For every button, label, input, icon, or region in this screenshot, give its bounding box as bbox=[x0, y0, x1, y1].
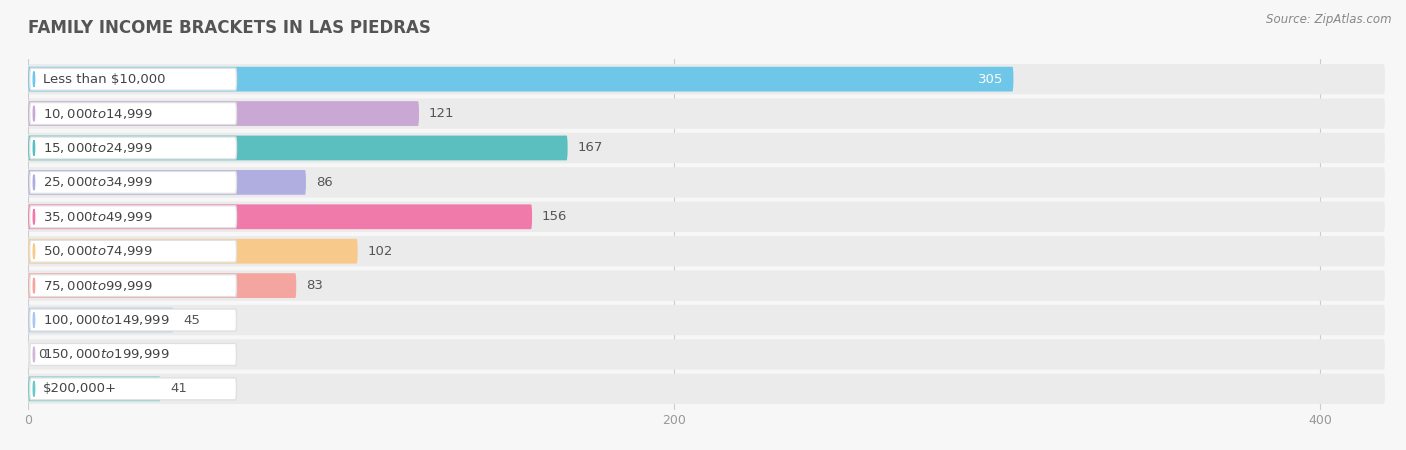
Circle shape bbox=[34, 140, 35, 156]
FancyBboxPatch shape bbox=[30, 206, 236, 228]
Text: 156: 156 bbox=[541, 210, 567, 223]
FancyBboxPatch shape bbox=[28, 377, 160, 401]
FancyBboxPatch shape bbox=[28, 67, 1014, 91]
Circle shape bbox=[34, 347, 35, 362]
FancyBboxPatch shape bbox=[28, 305, 1385, 335]
FancyBboxPatch shape bbox=[28, 101, 419, 126]
FancyBboxPatch shape bbox=[28, 308, 173, 333]
Circle shape bbox=[34, 312, 35, 328]
FancyBboxPatch shape bbox=[28, 135, 568, 160]
Text: 86: 86 bbox=[315, 176, 332, 189]
Text: 167: 167 bbox=[578, 141, 603, 154]
FancyBboxPatch shape bbox=[28, 170, 307, 195]
FancyBboxPatch shape bbox=[30, 274, 236, 297]
Text: $10,000 to $14,999: $10,000 to $14,999 bbox=[42, 107, 152, 121]
Text: Source: ZipAtlas.com: Source: ZipAtlas.com bbox=[1267, 14, 1392, 27]
FancyBboxPatch shape bbox=[30, 103, 236, 125]
FancyBboxPatch shape bbox=[30, 378, 236, 400]
Text: 0: 0 bbox=[38, 348, 46, 361]
FancyBboxPatch shape bbox=[28, 133, 1385, 163]
Text: $35,000 to $49,999: $35,000 to $49,999 bbox=[42, 210, 152, 224]
FancyBboxPatch shape bbox=[28, 202, 1385, 232]
Text: 121: 121 bbox=[429, 107, 454, 120]
Text: FAMILY INCOME BRACKETS IN LAS PIEDRAS: FAMILY INCOME BRACKETS IN LAS PIEDRAS bbox=[28, 19, 432, 37]
Text: $25,000 to $34,999: $25,000 to $34,999 bbox=[42, 176, 152, 189]
FancyBboxPatch shape bbox=[28, 167, 1385, 198]
Text: Less than $10,000: Less than $10,000 bbox=[42, 72, 165, 86]
FancyBboxPatch shape bbox=[28, 273, 297, 298]
Circle shape bbox=[34, 106, 35, 121]
FancyBboxPatch shape bbox=[30, 137, 236, 159]
FancyBboxPatch shape bbox=[30, 171, 236, 193]
FancyBboxPatch shape bbox=[28, 239, 357, 264]
Text: $150,000 to $199,999: $150,000 to $199,999 bbox=[42, 347, 169, 361]
FancyBboxPatch shape bbox=[28, 339, 1385, 369]
FancyBboxPatch shape bbox=[28, 270, 1385, 301]
Text: $50,000 to $74,999: $50,000 to $74,999 bbox=[42, 244, 152, 258]
Circle shape bbox=[34, 381, 35, 396]
Text: $100,000 to $149,999: $100,000 to $149,999 bbox=[42, 313, 169, 327]
Text: $15,000 to $24,999: $15,000 to $24,999 bbox=[42, 141, 152, 155]
FancyBboxPatch shape bbox=[30, 309, 236, 331]
FancyBboxPatch shape bbox=[28, 64, 1385, 94]
Text: 41: 41 bbox=[170, 382, 187, 396]
FancyBboxPatch shape bbox=[30, 240, 236, 262]
Circle shape bbox=[34, 278, 35, 293]
FancyBboxPatch shape bbox=[28, 99, 1385, 129]
Text: $200,000+: $200,000+ bbox=[42, 382, 117, 396]
Circle shape bbox=[34, 175, 35, 190]
Text: 305: 305 bbox=[979, 72, 1004, 86]
FancyBboxPatch shape bbox=[28, 236, 1385, 266]
FancyBboxPatch shape bbox=[28, 204, 531, 229]
Text: 83: 83 bbox=[307, 279, 323, 292]
Text: 45: 45 bbox=[183, 314, 200, 327]
FancyBboxPatch shape bbox=[28, 374, 1385, 404]
Text: 102: 102 bbox=[367, 245, 392, 258]
FancyBboxPatch shape bbox=[30, 68, 236, 90]
Circle shape bbox=[34, 209, 35, 225]
FancyBboxPatch shape bbox=[30, 343, 236, 365]
Text: $75,000 to $99,999: $75,000 to $99,999 bbox=[42, 279, 152, 292]
Circle shape bbox=[34, 243, 35, 259]
Circle shape bbox=[34, 72, 35, 87]
